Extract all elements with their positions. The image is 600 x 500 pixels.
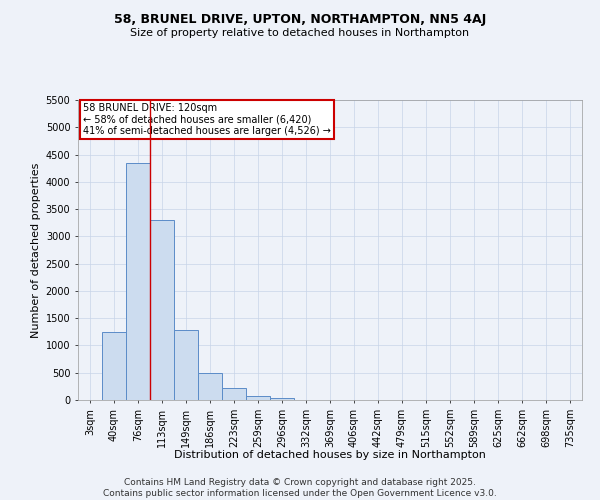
Bar <box>174 330 198 400</box>
X-axis label: Distribution of detached houses by size in Northampton: Distribution of detached houses by size … <box>174 450 486 460</box>
Y-axis label: Number of detached properties: Number of detached properties <box>31 162 41 338</box>
Bar <box>102 332 126 400</box>
Bar <box>198 372 222 400</box>
Bar <box>150 220 174 400</box>
Text: 58 BRUNEL DRIVE: 120sqm
← 58% of detached houses are smaller (6,420)
41% of semi: 58 BRUNEL DRIVE: 120sqm ← 58% of detache… <box>83 103 331 136</box>
Bar <box>270 398 294 400</box>
Bar <box>246 396 270 400</box>
Bar <box>126 162 150 400</box>
Text: Contains HM Land Registry data © Crown copyright and database right 2025.
Contai: Contains HM Land Registry data © Crown c… <box>103 478 497 498</box>
Text: 58, BRUNEL DRIVE, UPTON, NORTHAMPTON, NN5 4AJ: 58, BRUNEL DRIVE, UPTON, NORTHAMPTON, NN… <box>114 12 486 26</box>
Text: Size of property relative to detached houses in Northampton: Size of property relative to detached ho… <box>130 28 470 38</box>
Bar <box>222 388 246 400</box>
